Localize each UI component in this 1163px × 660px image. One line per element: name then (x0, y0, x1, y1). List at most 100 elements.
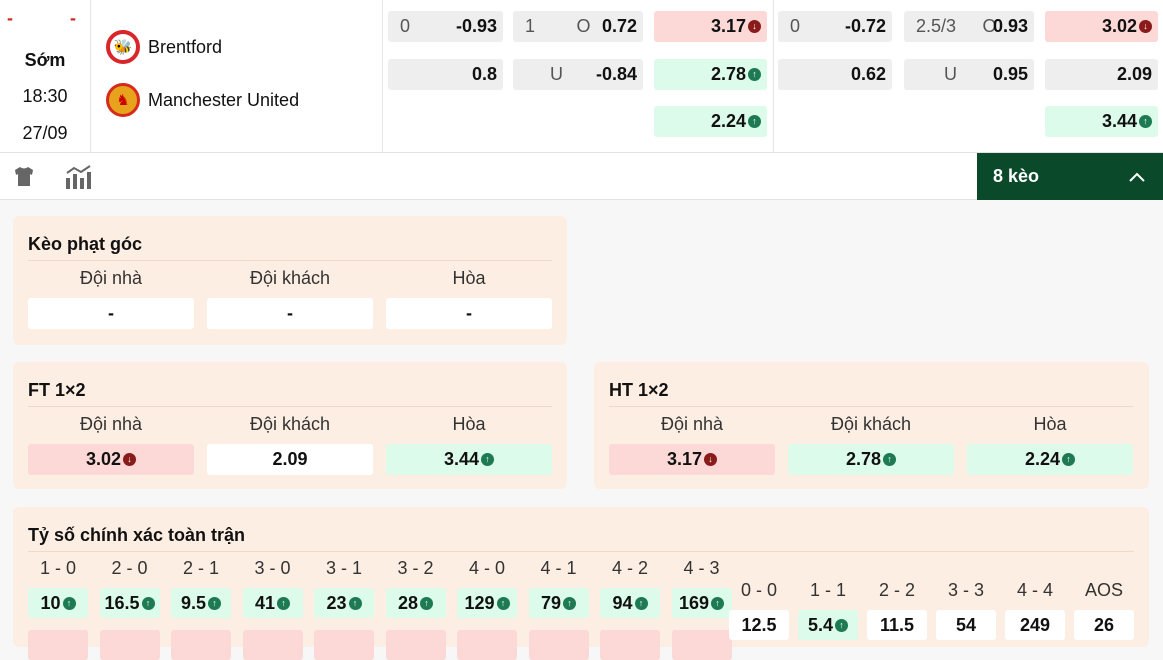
score-odds-cell[interactable] (457, 630, 517, 660)
odds-cell[interactable]: U -0.84 (513, 59, 643, 90)
handicap-line: 0 (790, 16, 801, 36)
odds-cell[interactable]: 2.5/3 O 0.93 (904, 11, 1034, 42)
odds-cell[interactable]: 3.02 ↓ (28, 444, 194, 475)
more-odds-button[interactable]: 8 kèo (977, 153, 1163, 200)
odds-value: -0.84 (595, 64, 637, 84)
home-team[interactable]: 🐝 Brentford (106, 30, 222, 64)
arrow-up-icon: ↑ (141, 596, 155, 610)
odds-value: 94 (612, 592, 633, 613)
arrow-up-icon: ↑ (277, 596, 291, 610)
score-odds-cell[interactable]: 129 ↑ (457, 588, 517, 618)
score-odds-cell[interactable]: 16.5 ↑ (99, 588, 160, 618)
odds-cell[interactable]: 3.17 ↓ (609, 444, 775, 475)
score-odds-cell[interactable]: 54 (936, 610, 996, 640)
score-label: 4 - 0 (468, 558, 506, 578)
score-odds-cell[interactable] (242, 630, 303, 660)
odds-cell[interactable]: 0 -0.72 (778, 11, 892, 42)
odds-cell[interactable]: 2.09 (207, 444, 373, 475)
score-odds-cell[interactable] (600, 630, 660, 660)
score-odds-cell[interactable]: 79 ↑ (528, 588, 589, 618)
arrow-down-icon: ↓ (748, 20, 761, 33)
column-header: Hòa (452, 414, 486, 434)
score-label: 2 - 2 (878, 580, 916, 600)
odds-value: -0.72 (844, 16, 886, 36)
score-odds-cell[interactable]: 169 ↑ (671, 588, 732, 618)
score-odds-cell[interactable]: 23 ↑ (314, 588, 374, 618)
score-odds-cell[interactable] (99, 630, 160, 660)
odds-value: 0.8 (471, 64, 497, 84)
score-odds-cell[interactable] (385, 630, 446, 660)
odds-cell[interactable]: 1 O 0.72 (513, 11, 643, 42)
odds-cell[interactable]: 2.09 (1045, 59, 1158, 90)
odds-cell[interactable]: - (207, 298, 373, 329)
odds-value: 3.44 (1101, 111, 1137, 131)
score-odds-cell[interactable]: 12.5 (729, 610, 789, 640)
score-odds-cell[interactable]: 28 ↑ (385, 588, 446, 618)
odds-cell[interactable]: 3.17 ↓ (654, 11, 767, 42)
brentford-logo-icon: 🐝 (106, 30, 140, 64)
score-odds-cell[interactable]: 9.5 ↑ (171, 588, 231, 618)
score-odds-cell[interactable]: 5.4 ↑ (798, 610, 858, 640)
arrow-up-icon: ↑ (1062, 453, 1076, 466)
over-under-label: O (576, 16, 591, 36)
odds-value: 23 (326, 592, 347, 613)
panel-title: HT 1×2 (609, 380, 669, 400)
shirt-icon[interactable] (13, 165, 35, 187)
score-odds-cell[interactable]: 11.5 (867, 610, 927, 640)
match-time: 18:30 (22, 86, 68, 106)
ft-1x2-panel: FT 1×2 Đội nhà Đội khách Hòa 3.02 ↓ 2.09 3.44 ↑ (13, 362, 567, 489)
score-odds-cell[interactable] (528, 630, 589, 660)
score-label: 1 - 1 (809, 580, 847, 600)
score-odds-cell[interactable] (671, 630, 732, 660)
odds-cell[interactable]: 2.78 ↑ (654, 59, 767, 90)
arrow-up-icon: ↑ (711, 596, 725, 610)
arrow-up-icon: ↑ (1139, 115, 1152, 128)
odds-cell[interactable]: 0 -0.93 (388, 11, 503, 42)
odds-cell[interactable]: 2.24 ↑ (967, 444, 1133, 475)
arrow-up-icon: ↑ (835, 618, 849, 632)
odds-value: 26 (1093, 614, 1115, 635)
away-team[interactable]: ♞ Manchester United (106, 83, 299, 117)
column-header: Hòa (452, 268, 486, 288)
home-team-name: Brentford (148, 36, 223, 57)
odds-value: 3.17 (666, 449, 703, 469)
score-odds-cell[interactable]: 94 ↑ (600, 588, 660, 618)
toolbar: 8 kèo (0, 153, 1163, 200)
odds-cell[interactable]: 0.62 (778, 59, 892, 90)
away-score: - (70, 8, 76, 28)
score-odds-cell[interactable]: 41 ↑ (242, 588, 303, 618)
odds-value: - (108, 303, 114, 323)
odds-cell[interactable]: - (386, 298, 552, 329)
stats-chart-icon[interactable] (65, 164, 93, 190)
score-odds-cell[interactable] (28, 630, 88, 660)
odds-value: 0.93 (992, 16, 1028, 36)
arrow-up-icon: ↑ (62, 596, 76, 610)
odds-value: - (466, 303, 472, 323)
score-odds-cell[interactable]: 26 (1074, 610, 1134, 640)
arrow-up-icon: ↑ (748, 115, 761, 128)
score-label: 4 - 1 (540, 558, 577, 578)
odds-cell[interactable]: 2.78 ↑ (788, 444, 954, 475)
odds-cell[interactable]: 0.8 (388, 59, 503, 90)
column-header: Hòa (1033, 414, 1067, 434)
odds-cell[interactable]: 3.02 ↓ (1045, 11, 1158, 42)
more-odds-label: 8 kèo (993, 166, 1040, 186)
odds-cell[interactable]: 2.24 ↑ (654, 106, 767, 137)
odds-cell[interactable]: - (28, 298, 194, 329)
odds-value: 3.02 (85, 449, 122, 469)
match-row: - - Sớm 18:30 27/09 🐝 Brentford ♞ Manche… (0, 0, 1163, 153)
score-label: 3 - 0 (254, 558, 291, 578)
score-odds-cell[interactable] (314, 630, 374, 660)
odds-value: 2.24 (710, 111, 746, 131)
score-odds-cell[interactable]: 249 (1005, 610, 1065, 640)
odds-cell[interactable]: U 0.95 (904, 59, 1034, 90)
odds-cell[interactable]: 3.44 ↑ (386, 444, 552, 475)
odds-cell[interactable]: 3.44 ↑ (1045, 106, 1158, 137)
column-header: Đội nhà (660, 414, 724, 434)
score-odds-cell[interactable] (171, 630, 231, 660)
odds-value: 2.78 (845, 449, 882, 469)
score-odds-cell[interactable]: 10 ↑ (28, 588, 88, 618)
odds-value: 129 (464, 592, 495, 613)
over-under-label: U (549, 64, 563, 84)
chevron-up-icon (1129, 172, 1145, 182)
